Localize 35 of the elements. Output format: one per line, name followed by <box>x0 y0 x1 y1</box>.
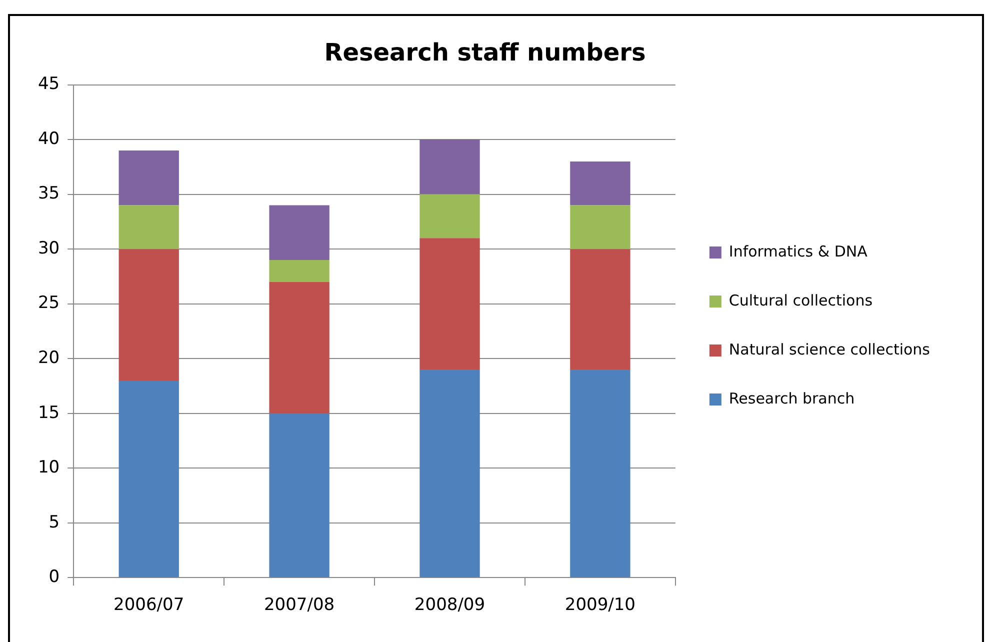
legend-label: Informatics & DNA <box>728 242 868 260</box>
bar <box>420 238 480 370</box>
bar <box>118 150 179 206</box>
x-tick-label: 2006/07 <box>114 595 184 616</box>
legend-label: Cultural collections <box>728 291 873 310</box>
chart-title: Research staff numbers <box>324 38 646 67</box>
bar <box>570 370 630 578</box>
bar <box>570 205 630 250</box>
y-tick-label: 25 <box>38 293 60 314</box>
y-tick-label: 40 <box>38 128 60 149</box>
bar <box>269 205 330 260</box>
bar <box>269 282 330 414</box>
bar <box>420 370 480 578</box>
y-tick-label: 0 <box>48 567 60 588</box>
bar <box>269 260 330 282</box>
y-tick-label: 30 <box>38 238 60 258</box>
x-tick-label: 2009/10 <box>564 595 636 616</box>
bar <box>118 380 179 578</box>
bar <box>118 249 179 380</box>
bar <box>570 161 630 206</box>
bar <box>420 194 480 238</box>
bar <box>420 140 480 194</box>
y-tick-label: 20 <box>38 348 60 368</box>
y-tick-label: 10 <box>38 458 60 478</box>
bar <box>570 249 630 370</box>
legend-label: Natural science collections <box>728 340 930 358</box>
y-tick-label: 5 <box>48 512 60 532</box>
x-tick-label: 2007/08 <box>264 595 335 616</box>
legend-label: Research branch <box>728 389 855 408</box>
x-tick-label: 2008/09 <box>414 595 486 616</box>
bar <box>118 205 179 250</box>
y-tick-label: 45 <box>38 74 60 94</box>
y-tick-label: 35 <box>38 184 60 204</box>
y-tick-label: 15 <box>38 402 60 423</box>
bar <box>269 413 330 578</box>
